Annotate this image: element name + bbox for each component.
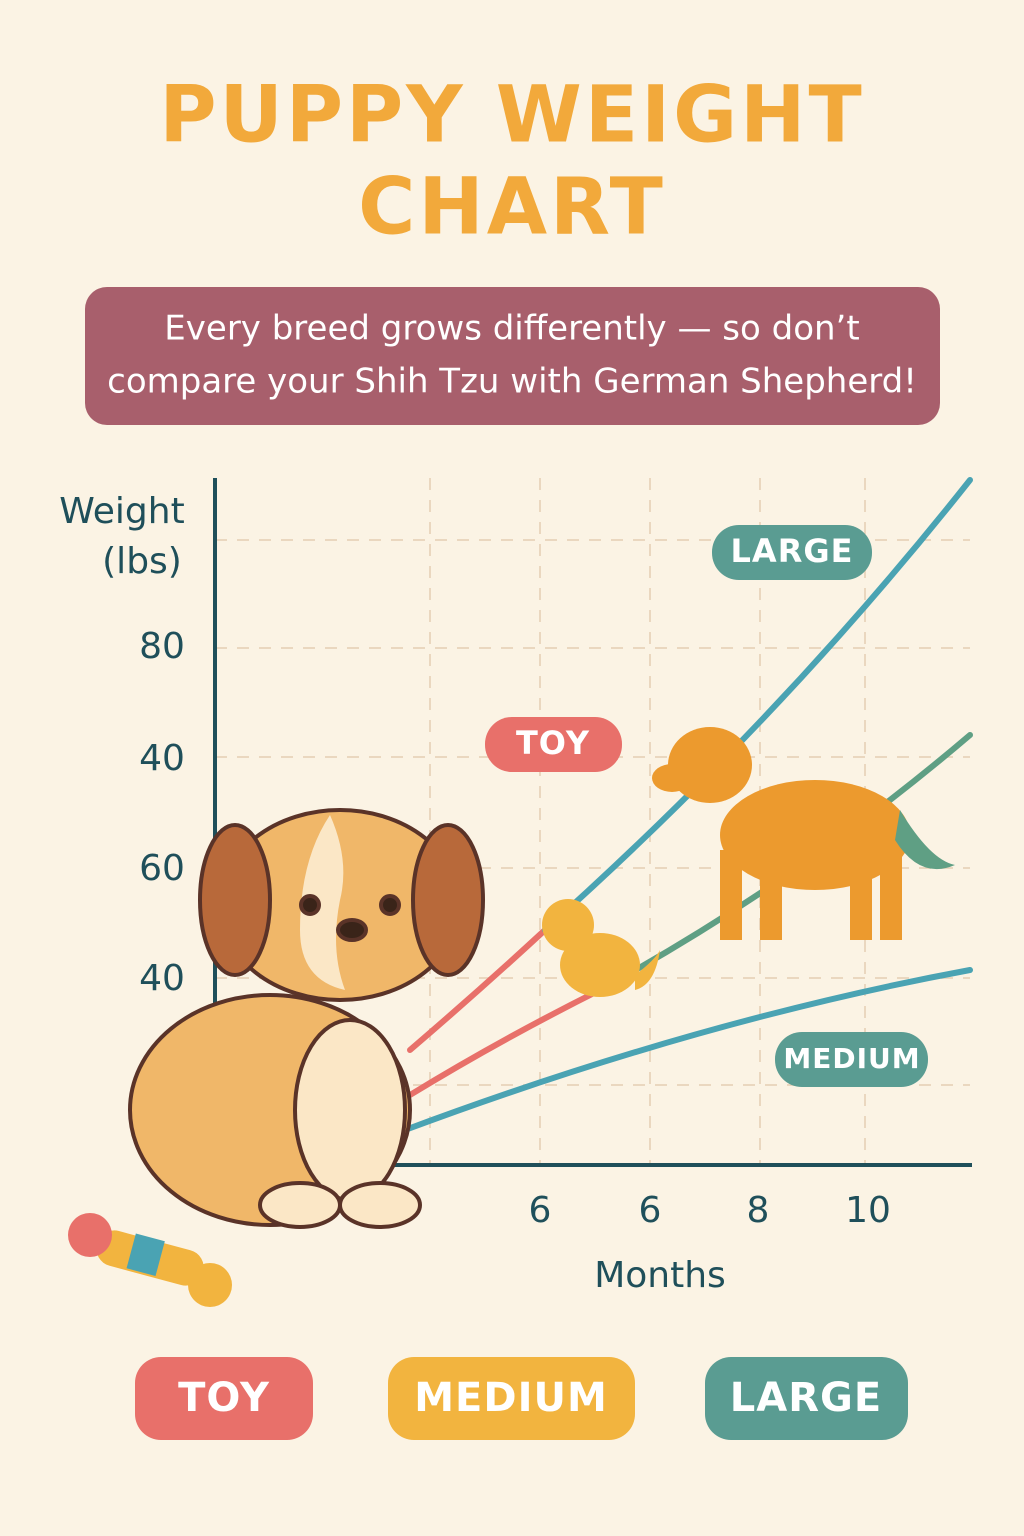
x-tick-label: 6 xyxy=(639,1190,662,1231)
legend-item xyxy=(135,1357,313,1440)
legend-label: TOY xyxy=(178,1375,270,1421)
small-dog xyxy=(542,899,660,997)
legend-item xyxy=(388,1357,635,1440)
x-axis-label: Months xyxy=(594,1255,726,1296)
line-label: LARGE xyxy=(731,532,854,570)
puppy xyxy=(128,808,485,1229)
bone xyxy=(68,1213,232,1307)
line-label-pill xyxy=(775,1032,928,1087)
subtitle-box xyxy=(85,287,940,425)
title: CHART xyxy=(358,162,666,252)
x-tick-label: 10 xyxy=(845,1190,891,1231)
line-label-pill xyxy=(485,717,622,772)
x-tick-label: 8 xyxy=(747,1190,770,1231)
y-tick-label: 40 xyxy=(139,958,185,999)
y-axis-label: (lbs) xyxy=(102,541,182,582)
big-dog xyxy=(652,727,955,940)
legend-label: LARGE xyxy=(730,1375,882,1421)
subtitle: Every breed grows differently — so don’t xyxy=(164,309,859,349)
y-tick-label: 80 xyxy=(139,626,185,667)
line-label: TOY xyxy=(516,724,590,762)
y-axis-label: Weight xyxy=(59,491,184,532)
line-label-pill xyxy=(712,525,872,580)
line-label: MEDIUM xyxy=(783,1042,920,1075)
title: PUPPY WEIGHT xyxy=(159,70,864,160)
x-tick-label: 6 xyxy=(529,1190,552,1231)
y-tick-label: 40 xyxy=(139,738,185,779)
legend-item xyxy=(705,1357,908,1440)
legend-label: MEDIUM xyxy=(414,1375,608,1421)
subtitle: compare your Shih Tzu with German Shephe… xyxy=(107,362,917,402)
y-tick-label: 60 xyxy=(139,848,185,889)
